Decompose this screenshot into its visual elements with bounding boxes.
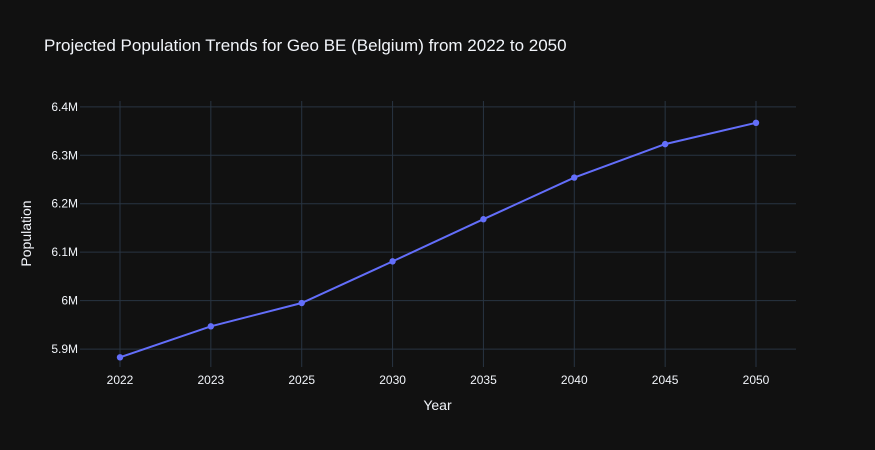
data-point[interactable] — [752, 119, 760, 127]
x-tick-label: 2035 — [470, 373, 497, 387]
y-tick-label: 6.4M — [51, 100, 78, 114]
y-tick-label: 6.2M — [51, 197, 78, 211]
x-tick-label: 2040 — [561, 373, 588, 387]
x-tick-label: 2050 — [743, 373, 770, 387]
y-tick-label: 6.3M — [51, 148, 78, 162]
x-tick-label: 2045 — [652, 373, 679, 387]
x-tick-label: 2023 — [198, 373, 225, 387]
x-tick-label: 2022 — [107, 373, 134, 387]
data-point[interactable] — [389, 258, 396, 265]
y-axis-title: Population — [18, 200, 34, 266]
x-tick-label: 2025 — [288, 373, 315, 387]
data-point[interactable] — [661, 140, 669, 148]
y-tick-label: 6M — [61, 294, 78, 308]
data-point[interactable] — [116, 354, 124, 361]
data-point[interactable] — [207, 323, 215, 330]
series-line — [119, 121, 757, 359]
y-tick-label: 6.1M — [51, 245, 78, 259]
marker-layer — [116, 119, 760, 361]
x-tick-label: 2030 — [379, 373, 406, 387]
data-point[interactable] — [480, 216, 487, 223]
grid-layer — [80, 101, 796, 367]
y-tick-label: 5.9M — [51, 342, 78, 356]
data-point[interactable] — [298, 299, 305, 307]
chart-title: Projected Population Trends for Geo BE (… — [44, 36, 567, 55]
tick-layer: 2022 2023 2025 2030 2035 2040 2045 2050 5.9M 6M 6.… — [51, 100, 769, 387]
data-point[interactable] — [571, 174, 578, 181]
series-layer — [119, 121, 757, 359]
x-axis-title: Year — [423, 397, 452, 413]
